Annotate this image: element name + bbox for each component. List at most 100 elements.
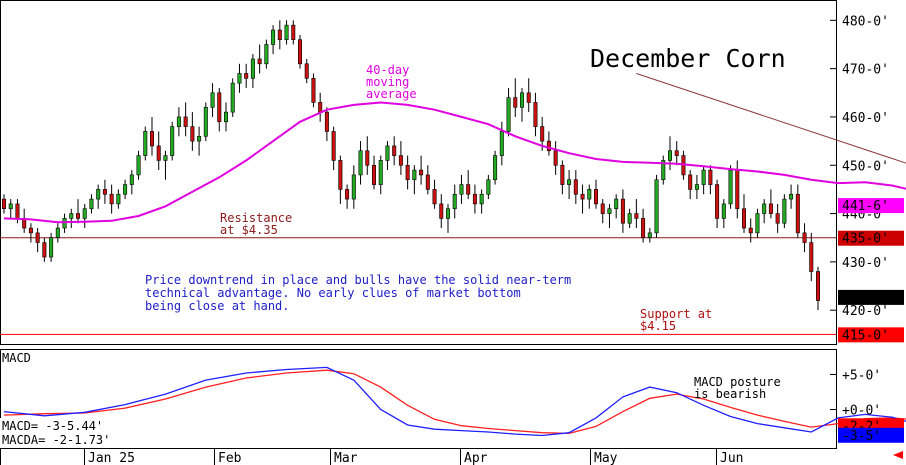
macd-panel-frame	[0, 349, 837, 449]
candle-body	[593, 189, 598, 205]
candle-body	[35, 232, 40, 243]
price-tag-bg	[838, 198, 904, 214]
candle-body	[432, 189, 437, 205]
candle-body	[271, 29, 276, 45]
candle-body	[688, 174, 693, 190]
candle-body	[338, 160, 343, 190]
macd-comment-2: is bearish	[694, 387, 766, 401]
candle-body	[49, 237, 54, 258]
downtrend-line	[636, 72, 906, 164]
candle-body	[257, 58, 262, 65]
candle-body	[385, 145, 390, 161]
candle-body	[392, 145, 397, 156]
macd-y-tick-label: +5-0'	[842, 368, 881, 383]
candle-body	[176, 116, 181, 127]
candle-body	[634, 213, 639, 219]
resistance-label-2: at $4.35	[220, 223, 278, 237]
candle-body	[573, 179, 578, 195]
candle-body	[277, 29, 282, 40]
macd-title: MACD	[2, 351, 31, 365]
y-tick-label: 480-0'	[842, 14, 889, 29]
candle-body	[701, 169, 706, 185]
candle-body	[715, 184, 720, 219]
macd-tags: -2-2'-3-5'	[838, 418, 904, 444]
candle-body	[567, 179, 572, 185]
y-tick-label: 450-0'	[842, 159, 889, 174]
candle-body	[795, 193, 800, 234]
candle-body	[445, 208, 450, 219]
x-tick-label: Jun	[720, 451, 743, 465]
candle-body	[244, 73, 249, 79]
candle-body	[809, 242, 814, 272]
ma40-line	[3, 101, 906, 224]
candle-body	[728, 169, 733, 205]
candle-body	[197, 135, 202, 142]
candle-body	[102, 189, 107, 195]
candle-body	[661, 160, 666, 181]
candle-body	[614, 198, 619, 210]
candle-body	[506, 97, 511, 132]
price-y-axis: 480-0'470-0'460-0'450-0'440-0'430-0'420-…	[830, 14, 889, 319]
candle-body	[607, 208, 612, 214]
scroll-arrow-icon[interactable]	[893, 451, 903, 459]
candle-body	[217, 92, 222, 123]
candle-body	[250, 58, 255, 79]
macd-tag-label: -3-5'	[842, 429, 881, 444]
candle-body	[297, 39, 302, 65]
candle-body	[190, 126, 195, 142]
y-tick-label: 460-0'	[842, 111, 889, 126]
candle-body	[789, 193, 794, 200]
candle-body	[439, 203, 444, 219]
candle-body	[136, 155, 141, 176]
candle-body	[237, 73, 242, 84]
candle-body	[230, 82, 235, 113]
chart-title: December Corn	[590, 44, 786, 73]
x-tick-label: Apr	[464, 451, 488, 465]
candle-body	[224, 111, 229, 123]
candle-body	[304, 63, 309, 79]
candle-body	[143, 131, 148, 156]
candle-body	[493, 155, 498, 181]
candle-body	[163, 155, 168, 161]
support-label-1: Support at	[640, 307, 712, 321]
candle-body	[519, 92, 524, 108]
candle-body	[1, 198, 7, 210]
x-tick-label: Feb	[218, 451, 242, 465]
candle-body	[28, 227, 33, 234]
candle-body	[802, 232, 807, 243]
candle-body	[741, 208, 746, 229]
candle-body	[129, 174, 134, 185]
candle-body	[311, 77, 316, 103]
candle-body	[694, 184, 699, 190]
y-tick-label: 470-0'	[842, 63, 889, 78]
candle-body	[721, 203, 726, 219]
candle-body	[371, 164, 376, 185]
macd-comment-1: MACD posture	[694, 375, 781, 389]
candle-body	[318, 102, 323, 113]
candle-body	[755, 213, 760, 234]
price-tag-label: 435-0'	[842, 232, 889, 247]
candle-body	[62, 218, 67, 229]
ma-label-3: average	[366, 87, 417, 101]
candle-body	[123, 184, 128, 195]
candle-body	[345, 189, 350, 200]
candle-body	[641, 218, 646, 239]
candle-body	[284, 24, 289, 40]
candle-body	[674, 150, 679, 156]
candle-body	[405, 164, 410, 181]
candle-body	[150, 131, 155, 147]
x-tick-label: Jan 25	[88, 451, 135, 465]
candle-body	[540, 126, 545, 142]
candle-body	[654, 179, 659, 234]
candle-body	[156, 145, 161, 161]
candle-body	[82, 208, 87, 219]
macd-readout-2: MACDA= -2-1.73'	[2, 433, 110, 447]
candle-body	[378, 160, 383, 185]
candle-body	[358, 150, 363, 176]
candle-body	[42, 242, 47, 258]
comment-line-2: technical advantage. No early clues of m…	[145, 286, 521, 300]
candle-body	[459, 184, 464, 195]
macd-tag-bg	[838, 427, 904, 443]
macd-readout-1: MACD= -3-5.44'	[2, 419, 103, 433]
